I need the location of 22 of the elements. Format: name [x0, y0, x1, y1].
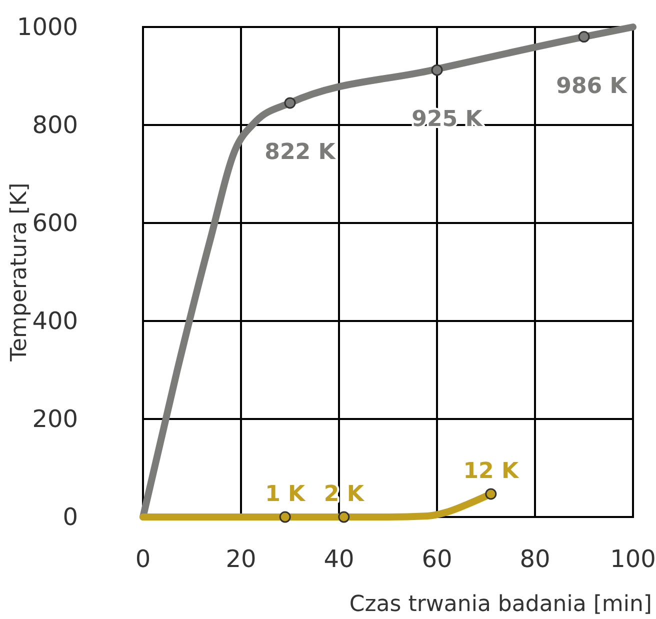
point — [485, 488, 497, 500]
y-tick-label: 600 — [32, 209, 78, 237]
annotation: 1 K — [265, 482, 306, 507]
x-tick-label: 100 — [610, 545, 656, 573]
y-tick-label: 400 — [32, 307, 78, 335]
x-tick-label: 60 — [422, 545, 452, 573]
y-tick-label: 0 — [62, 503, 78, 531]
x-axis-title: Czas trwania badania [min] — [349, 592, 652, 617]
x-tick-label: 40 — [324, 545, 354, 573]
point — [578, 31, 590, 43]
x-tick-label: 20 — [226, 545, 256, 573]
annotation: 2 K — [324, 482, 365, 507]
x-tick-label: 0 — [135, 545, 151, 573]
x-tick-label: 80 — [520, 545, 550, 573]
y-tick-label: 800 — [32, 111, 78, 139]
annotation: 12 K — [463, 458, 520, 484]
y-axis-title: Temperatura [K] — [7, 182, 32, 362]
annotation: 986 K — [556, 74, 628, 99]
point — [284, 97, 296, 109]
y-tick-label: 200 — [32, 405, 78, 433]
annotation: 822 K — [264, 140, 336, 165]
y-tick-label: 1000 — [16, 13, 78, 41]
